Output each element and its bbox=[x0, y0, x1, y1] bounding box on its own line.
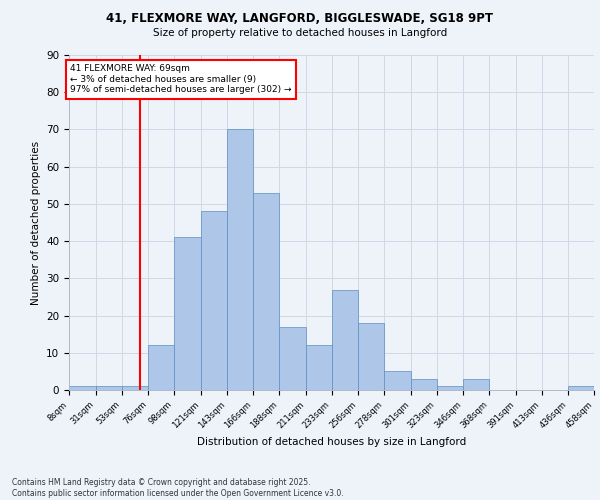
Bar bbox=[174, 238, 201, 390]
Bar bbox=[358, 323, 384, 390]
Bar bbox=[568, 386, 594, 390]
Bar bbox=[96, 386, 122, 390]
Bar bbox=[69, 386, 96, 390]
Bar bbox=[279, 326, 306, 390]
Text: 41 FLEXMORE WAY: 69sqm
← 3% of detached houses are smaller (9)
97% of semi-detac: 41 FLEXMORE WAY: 69sqm ← 3% of detached … bbox=[70, 64, 292, 94]
Bar bbox=[411, 379, 437, 390]
Bar bbox=[121, 386, 148, 390]
Bar bbox=[463, 379, 489, 390]
Y-axis label: Number of detached properties: Number of detached properties bbox=[31, 140, 41, 304]
Bar bbox=[384, 372, 411, 390]
Bar bbox=[227, 130, 253, 390]
Bar bbox=[148, 346, 174, 390]
Bar bbox=[306, 346, 332, 390]
Bar bbox=[332, 290, 358, 390]
Text: Contains HM Land Registry data © Crown copyright and database right 2025.
Contai: Contains HM Land Registry data © Crown c… bbox=[12, 478, 344, 498]
X-axis label: Distribution of detached houses by size in Langford: Distribution of detached houses by size … bbox=[197, 437, 466, 447]
Bar bbox=[437, 386, 463, 390]
Text: Size of property relative to detached houses in Langford: Size of property relative to detached ho… bbox=[153, 28, 447, 38]
Bar bbox=[201, 212, 227, 390]
Text: 41, FLEXMORE WAY, LANGFORD, BIGGLESWADE, SG18 9PT: 41, FLEXMORE WAY, LANGFORD, BIGGLESWADE,… bbox=[107, 12, 493, 26]
Bar bbox=[253, 192, 279, 390]
